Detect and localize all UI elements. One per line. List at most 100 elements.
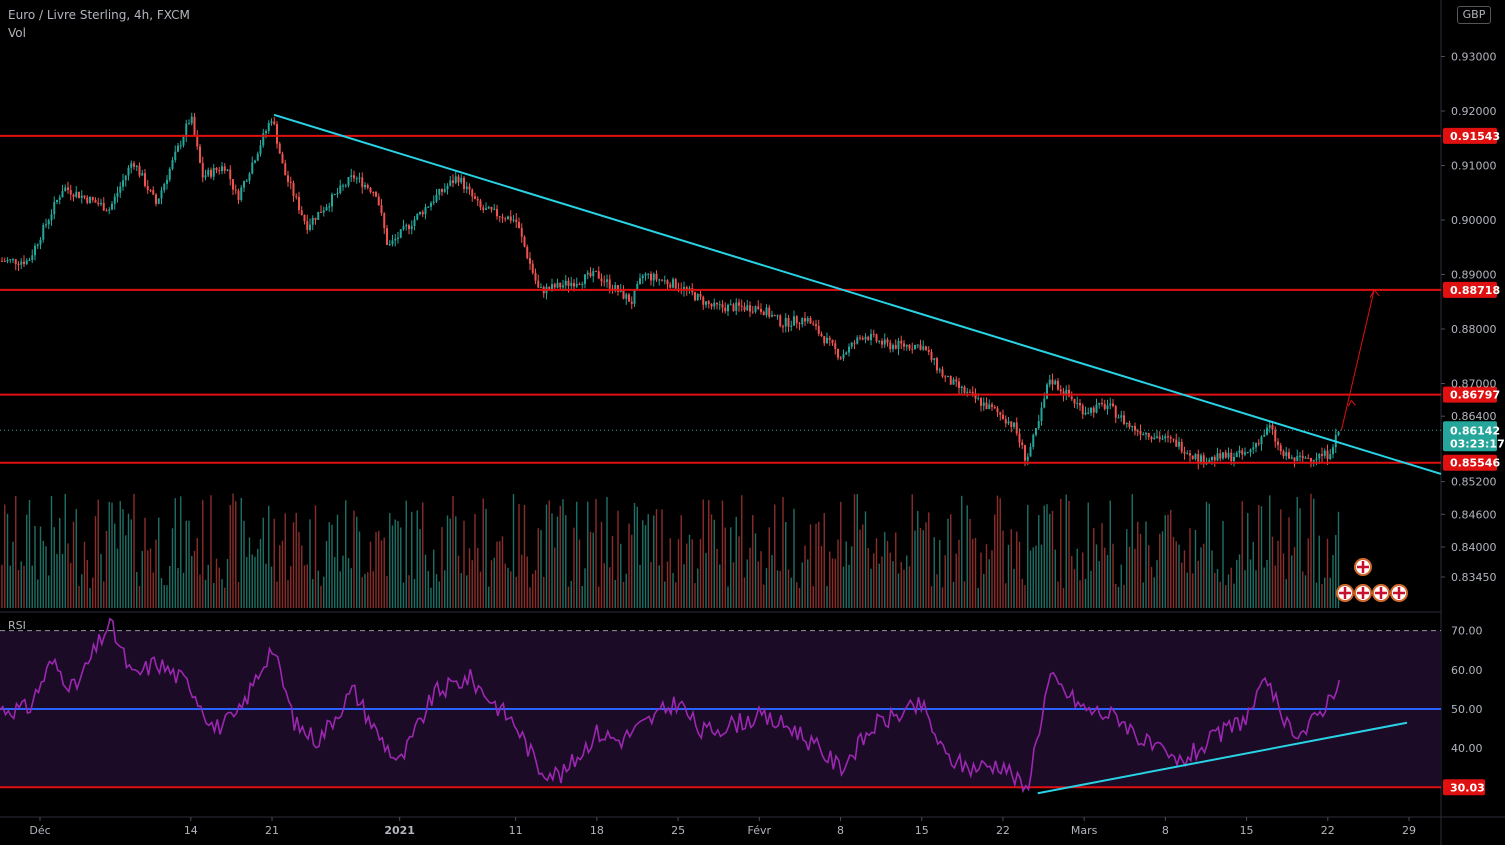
- candle-body: [64, 187, 67, 192]
- candle-body: [578, 283, 581, 285]
- candle-body: [1238, 450, 1241, 453]
- symbol-title[interactable]: Euro / Livre Sterling, 4h, FXCM: [8, 8, 190, 22]
- candle-body: [383, 213, 386, 229]
- candle-body: [1125, 422, 1128, 424]
- candle-body: [1142, 434, 1145, 436]
- candle-body: [124, 175, 127, 181]
- candle-body: [1029, 446, 1032, 457]
- candle-body: [1219, 453, 1222, 459]
- candle-body: [292, 183, 295, 197]
- candle-body: [606, 279, 608, 282]
- candle-body: [342, 185, 344, 187]
- candle-body: [795, 316, 798, 324]
- flag-cross-icon: [1375, 587, 1387, 599]
- candle-body: [633, 290, 636, 304]
- candle-body: [710, 303, 713, 307]
- candle-body: [204, 175, 207, 178]
- candle-body: [419, 211, 421, 215]
- candle-body: [600, 278, 603, 282]
- candle-body: [1211, 456, 1213, 461]
- candle-body: [232, 179, 234, 190]
- candle-body: [930, 351, 933, 360]
- time-tick-label-12: 8: [1162, 824, 1169, 837]
- candle-body: [174, 151, 177, 161]
- candle-body: [754, 306, 757, 312]
- candle-body: [465, 186, 468, 189]
- candle-body: [515, 219, 518, 222]
- candle-body: [625, 294, 628, 299]
- candle-body: [350, 175, 353, 178]
- candle-body: [435, 194, 438, 202]
- candle-body: [1043, 398, 1046, 408]
- price-tick-label-11: 0.83450: [1451, 571, 1497, 584]
- candle-body: [644, 273, 647, 276]
- candle-body: [397, 237, 399, 239]
- candle-body: [270, 121, 273, 124]
- candle-body: [1131, 426, 1134, 428]
- candle-body: [850, 342, 853, 347]
- time-tick-label-3: 2021: [384, 824, 415, 837]
- candle-body: [1062, 391, 1065, 396]
- candle-body: [782, 326, 784, 328]
- candle-body: [394, 238, 397, 241]
- candle-body: [952, 379, 955, 385]
- candle-body: [520, 228, 523, 237]
- candle-body: [460, 177, 463, 183]
- candle-body: [122, 180, 124, 187]
- candle-body: [1244, 452, 1246, 455]
- candle-body: [413, 219, 416, 226]
- candle-body: [702, 296, 705, 305]
- candle-body: [584, 274, 586, 284]
- candle-body: [1197, 454, 1200, 463]
- candle-body: [751, 311, 754, 313]
- candle-body: [617, 285, 619, 292]
- candle-body: [1318, 454, 1321, 459]
- candle-body: [160, 190, 163, 199]
- candle-body: [1189, 453, 1191, 456]
- candle-body: [922, 346, 925, 350]
- candle-body: [34, 245, 36, 256]
- candle-body: [289, 181, 292, 184]
- candle-body: [883, 339, 886, 345]
- candle-body: [982, 402, 985, 406]
- candle-body: [1222, 452, 1224, 459]
- candle-body: [947, 376, 949, 378]
- candle-body: [1279, 445, 1282, 452]
- candle-body: [861, 338, 864, 340]
- candle-body: [1200, 455, 1202, 463]
- candle-body: [1156, 436, 1158, 438]
- candle-body: [1147, 432, 1150, 437]
- candle-body: [1054, 380, 1057, 385]
- candle-body: [713, 302, 716, 307]
- candle-body: [848, 346, 850, 353]
- candle-body: [1, 260, 3, 262]
- candle-body: [97, 202, 100, 205]
- candle-body: [1180, 441, 1183, 452]
- candle-body: [688, 288, 691, 290]
- candle-body: [42, 225, 45, 240]
- candle-body: [1032, 434, 1035, 447]
- rsi-line: [0, 617, 1341, 794]
- candle-body: [446, 185, 449, 190]
- currency-badge[interactable]: GBP: [1457, 6, 1491, 24]
- candle-body: [501, 217, 504, 219]
- candle-body: [727, 304, 729, 312]
- candle-body: [1172, 438, 1175, 440]
- candle-body: [765, 307, 768, 316]
- candle-body: [1065, 389, 1068, 396]
- candle-body: [556, 282, 559, 288]
- candle-body: [916, 344, 919, 346]
- candle-body: [768, 307, 771, 317]
- candle-body: [1134, 426, 1136, 431]
- candle-body: [760, 308, 762, 312]
- price-tick-label-10: 0.84000: [1451, 541, 1497, 554]
- candle-body: [278, 143, 281, 154]
- candle-body: [1021, 442, 1024, 446]
- candle-body: [287, 175, 289, 182]
- candle-body: [878, 340, 881, 342]
- level-badge-1: [1443, 281, 1497, 298]
- candle-body: [234, 189, 237, 191]
- candle-body: [559, 282, 562, 288]
